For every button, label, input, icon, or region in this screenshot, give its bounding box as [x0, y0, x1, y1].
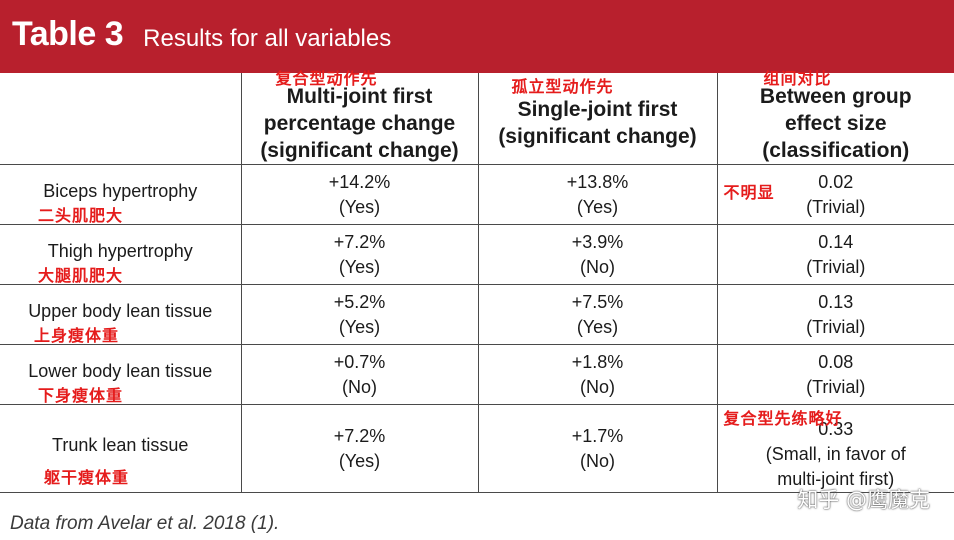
single-joint-value: +1.8%	[571, 351, 624, 372]
header-single-label: Single-joint first (significant change)	[498, 97, 697, 148]
variable-cell: Thigh hypertrophy 大腿肌肥大	[0, 224, 242, 285]
header-multi-annotation: 复合型动作先	[275, 69, 378, 88]
single-joint-value: +3.9%	[571, 231, 624, 252]
single-joint-significance: (Yes)	[576, 196, 619, 217]
effect-annotation: 复合型先练略好	[723, 409, 843, 428]
table-row: Lower body lean tissue 下身瘦体重 +0.7% (No) …	[0, 344, 954, 405]
variable-cell: Trunk lean tissue 躯干瘦体重	[0, 404, 242, 493]
single-joint-cell: +1.8% (No)	[477, 344, 718, 405]
multi-joint-significance: (Yes)	[338, 316, 381, 337]
variable-label: Biceps hypertrophy	[43, 181, 198, 201]
effect-size-cell: 0.08 (Trivial)	[716, 344, 954, 405]
header-multi-joint: 复合型动作先 Multi-joint first percentage chan…	[240, 69, 479, 165]
multi-joint-cell: +7.2% (Yes)	[240, 404, 479, 493]
effect-size-class: (Small, in favor of multi-joint first)	[765, 444, 906, 489]
single-joint-value: +7.5%	[571, 291, 624, 312]
multi-joint-significance: (Yes)	[338, 450, 381, 471]
table-row: Thigh hypertrophy 大腿肌肥大 +7.2% (Yes) +3.9…	[0, 224, 954, 285]
variable-label: Thigh hypertrophy	[47, 241, 193, 261]
effect-size-value: 0.08	[818, 351, 854, 372]
variable-cell: Upper body lean tissue 上身瘦体重	[0, 284, 242, 345]
variable-annotation: 大腿肌肥大	[38, 266, 124, 285]
header-single-annotation: 孤立型动作先	[511, 77, 614, 96]
multi-joint-cell: +7.2% (Yes)	[240, 224, 479, 285]
effect-size-cell: 0.14 (Trivial)	[716, 224, 954, 285]
single-joint-significance: (No)	[580, 450, 615, 471]
header-row: 复合型动作先 Multi-joint first percentage chan…	[0, 69, 954, 165]
effect-size-cell: 0.13 (Trivial)	[716, 284, 954, 345]
header-effect-annotation: 组间对比	[763, 69, 832, 88]
multi-joint-cell: +5.2% (Yes)	[240, 284, 479, 345]
effect-size-value: 0.13	[818, 291, 854, 312]
table-title: Results for all variables	[143, 24, 392, 52]
variable-cell: Lower body lean tissue 下身瘦体重	[0, 344, 242, 405]
single-joint-value: +13.8%	[566, 171, 629, 192]
multi-joint-value: +5.2%	[333, 291, 386, 312]
variable-cell: Biceps hypertrophy 二头肌肥大	[0, 164, 242, 225]
variable-annotation: 躯干瘦体重	[44, 468, 130, 487]
single-joint-significance: (No)	[580, 376, 615, 397]
multi-joint-significance: (No)	[342, 376, 377, 397]
multi-joint-value: +0.7%	[333, 351, 386, 372]
results-table: 复合型动作先 Multi-joint first percentage chan…	[0, 69, 954, 493]
table-number: Table 3	[12, 15, 124, 53]
header-single-joint: 孤立型动作先 Single-joint first (significant c…	[477, 73, 718, 165]
multi-joint-cell: +14.2% (Yes)	[240, 164, 479, 225]
variable-annotation: 二头肌肥大	[38, 206, 124, 225]
watermark: 知乎 @鹰魔克	[797, 488, 930, 512]
effect-size-class: (Trivial)	[806, 316, 866, 337]
variable-label: Upper body lean tissue	[28, 301, 213, 321]
multi-joint-value: +14.2%	[328, 171, 391, 192]
effect-size-value: 0.14	[818, 231, 854, 252]
single-joint-significance: (Yes)	[576, 316, 619, 337]
effect-size-value: 0.33	[818, 419, 854, 439]
header-effect-label: Between group effect size (classificatio…	[759, 85, 912, 162]
variable-label: Lower body lean tissue	[28, 361, 213, 381]
table-title-bar: Table 3 Results for all variables	[0, 0, 954, 73]
multi-joint-significance: (Yes)	[338, 256, 381, 277]
effect-size-value: 0.02	[818, 171, 854, 192]
single-joint-value: +1.7%	[571, 425, 624, 446]
multi-joint-significance: (Yes)	[338, 196, 381, 217]
variable-annotation: 上身瘦体重	[34, 326, 120, 345]
header-multi-label: Multi-joint first percentage change (sig…	[260, 85, 459, 162]
effect-size-cell: 不明显 0.02 (Trivial)	[716, 164, 954, 225]
header-effect-size: 组间对比 Between group effect size (classifi…	[716, 69, 954, 165]
multi-joint-value: +7.2%	[333, 425, 386, 446]
multi-joint-value: +7.2%	[333, 231, 386, 252]
effect-annotation: 不明显	[723, 183, 775, 202]
effect-size-cell: 复合型先练略好 0.33 (Small, in favor of multi-j…	[716, 404, 954, 493]
variable-label: Trunk lean tissue	[52, 435, 189, 455]
single-joint-cell: +7.5% (Yes)	[477, 284, 718, 345]
header-variable	[0, 73, 242, 165]
effect-size-class: (Trivial)	[806, 196, 866, 217]
variable-annotation: 下身瘦体重	[38, 386, 124, 405]
effect-size-class: (Trivial)	[806, 256, 866, 277]
effect-size-class: (Trivial)	[806, 376, 866, 397]
single-joint-cell: +13.8% (Yes)	[477, 164, 718, 225]
table-row: Upper body lean tissue 上身瘦体重 +5.2% (Yes)…	[0, 284, 954, 345]
table-row: Biceps hypertrophy 二头肌肥大 +14.2% (Yes) +1…	[0, 164, 954, 225]
multi-joint-cell: +0.7% (No)	[240, 344, 479, 405]
single-joint-cell: +3.9% (No)	[477, 224, 718, 285]
table-row: Trunk lean tissue 躯干瘦体重 +7.2% (Yes) +1.7…	[0, 404, 954, 493]
single-joint-significance: (No)	[580, 256, 615, 277]
single-joint-cell: +1.7% (No)	[477, 404, 718, 493]
source-caption: Data from Avelar et al. 2018 (1).	[10, 513, 280, 534]
